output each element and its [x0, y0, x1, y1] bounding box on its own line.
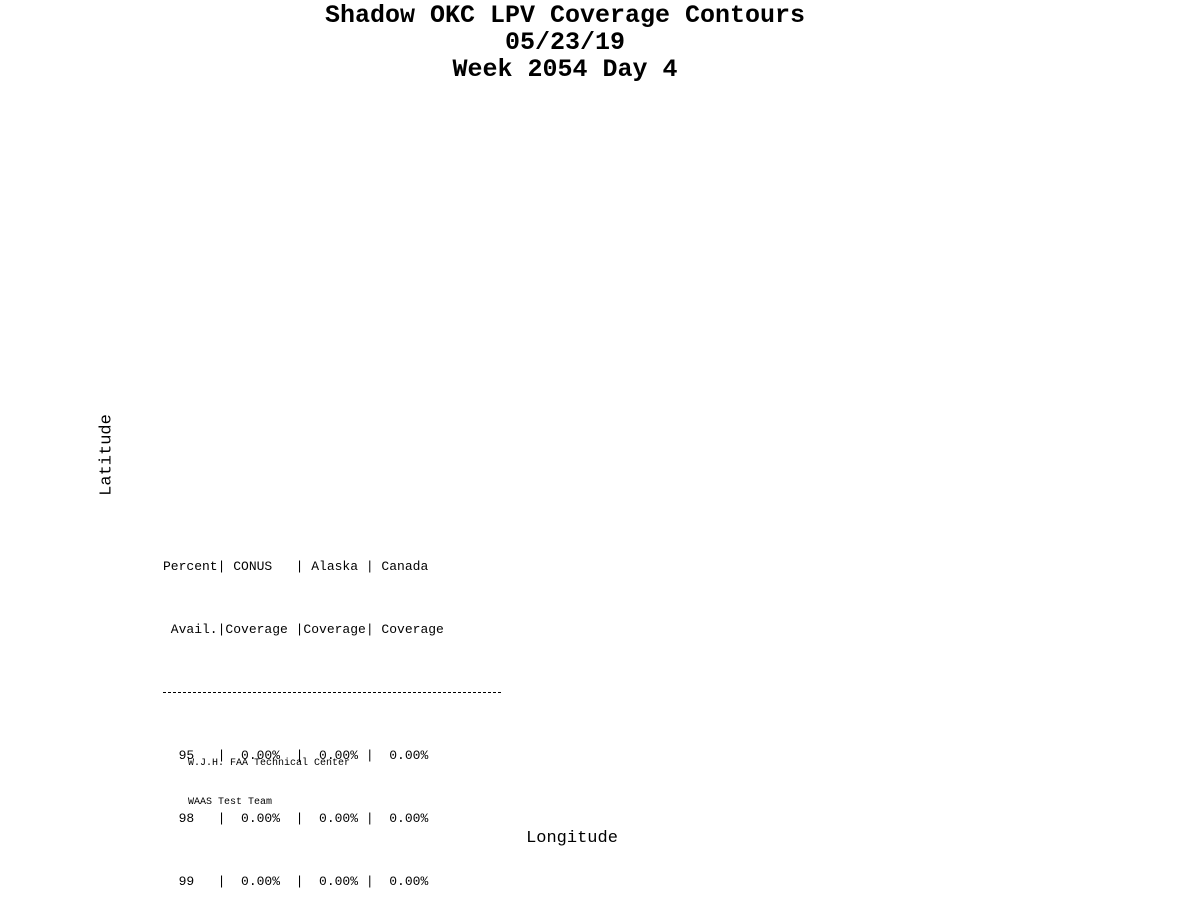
- title-block: Shadow OKC LPV Coverage Contours 05/23/1…: [0, 2, 1130, 83]
- figure-date: 05/23/19: [504, 28, 626, 57]
- table-row: 99 | 0.00% | 0.00% | 0.00%: [163, 874, 429, 889]
- figure-title: Shadow OKC LPV Coverage Contours: [324, 1, 806, 30]
- credit-text: W.J.H. FAA Technical Center WAAS Test Te…: [188, 731, 350, 835]
- table-row: 95 | 0.00% | 0.00% | 0.00%: [163, 748, 429, 763]
- table-row: 98 | 0.00% | 0.00% | 0.00%: [163, 811, 429, 826]
- table-separator: [163, 692, 501, 693]
- x-axis-label: Longitude: [526, 829, 618, 848]
- table-header-line: Percent| CONUS | Alaska | Canada: [163, 559, 429, 574]
- figure-week-day: Week 2054 Day 4: [452, 55, 678, 84]
- table-header-line: Avail.|Coverage |Coverage| Coverage: [163, 622, 444, 637]
- y-axis-label: Latitude: [97, 414, 117, 496]
- coverage-table: Percent| CONUS | Alaska | Canada Avail.|…: [163, 514, 501, 900]
- credit-line: WAAS Test Team: [188, 797, 273, 808]
- credit-line: W.J.H. FAA Technical Center: [188, 758, 351, 769]
